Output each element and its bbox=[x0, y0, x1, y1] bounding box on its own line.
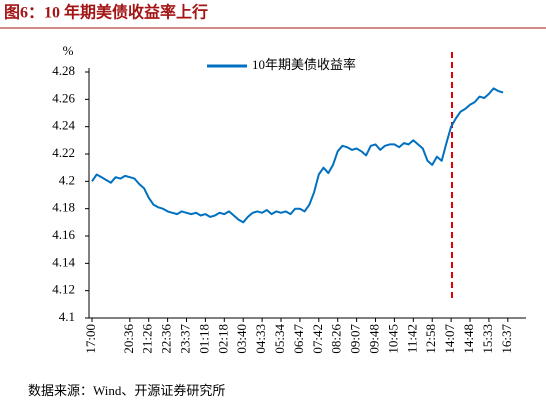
y-tick-label: 4.14 bbox=[52, 254, 75, 269]
series-line bbox=[91, 87, 504, 224]
x-tick-label: 14:07 bbox=[442, 324, 457, 354]
x-tick-label: 09:48 bbox=[367, 324, 382, 354]
x-tick-label: 03:40 bbox=[234, 324, 249, 354]
chart-title: 图6：10 年期美债收益率上行 bbox=[4, 3, 208, 22]
x-tick-label: 22:36 bbox=[159, 324, 174, 354]
x-tick-label: 11:42 bbox=[404, 324, 419, 353]
x-tick-label: 20:36 bbox=[121, 324, 136, 354]
y-tick-label: 4.16 bbox=[52, 227, 75, 242]
x-tick-label: 09:07 bbox=[348, 324, 363, 354]
y-tick-label: 4.24 bbox=[52, 118, 75, 133]
x-tick-label: 14:48 bbox=[461, 324, 476, 354]
x-tick-label: 23:37 bbox=[177, 324, 192, 354]
x-tick-label: 01:18 bbox=[196, 324, 211, 354]
y-tick-label: 4.18 bbox=[52, 200, 75, 215]
legend-label: 10年期美债收益率 bbox=[252, 57, 356, 72]
x-tick-label: 06:47 bbox=[291, 324, 306, 354]
x-tick-label: 02:18 bbox=[215, 324, 230, 354]
x-tick-label: 12:58 bbox=[423, 324, 438, 354]
x-tick-label: 05:34 bbox=[272, 324, 287, 354]
x-tick-label: 16:37 bbox=[499, 324, 514, 354]
x-tick-label: 04:33 bbox=[253, 324, 268, 354]
x-tick-label: 15:33 bbox=[480, 324, 495, 354]
x-tick-label: 08:26 bbox=[329, 324, 344, 354]
y-tick-label: 4.1 bbox=[59, 309, 75, 324]
y-tick-label: 4.28 bbox=[52, 63, 75, 78]
y-axis-label: % bbox=[63, 43, 74, 58]
source-note: 数据来源：Wind、开源证券研究所 bbox=[28, 383, 225, 398]
y-tick-label: 4.12 bbox=[52, 282, 75, 297]
y-tick-label: 4.22 bbox=[52, 145, 75, 160]
x-tick-label: 07:42 bbox=[310, 324, 325, 354]
x-tick-label: 10:45 bbox=[385, 324, 400, 354]
y-tick-label: 4.2 bbox=[59, 172, 75, 187]
x-tick-label: 21:26 bbox=[140, 324, 155, 354]
x-tick-label: 17:00 bbox=[83, 324, 98, 354]
y-tick-label: 4.26 bbox=[52, 90, 75, 105]
